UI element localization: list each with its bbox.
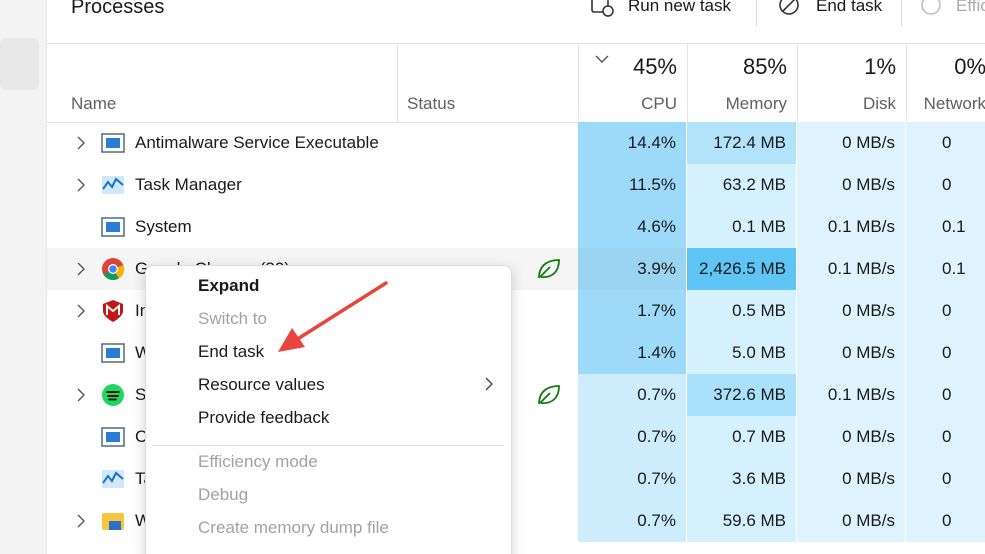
- column-label[interactable]: Memory: [725, 94, 787, 113]
- divider: [47, 43, 985, 44]
- process-name: Task Manager: [135, 175, 242, 194]
- context-menu: Expand Switch to End task Resource values Pr…: [145, 265, 512, 554]
- end-icon: [779, 0, 799, 15]
- column-total: 85%: [742, 54, 787, 79]
- sort-arrow: [595, 55, 609, 63]
- metric-cell: 14.4%: [578, 122, 687, 164]
- metric-cell: 0 Mbps: [906, 500, 985, 554]
- expand-chevron[interactable]: [76, 178, 86, 192]
- column-total: 45%: [632, 54, 677, 79]
- menu-separator: [152, 445, 504, 446]
- divider: [797, 44, 798, 122]
- column-label[interactable]: Network: [923, 94, 985, 113]
- metric-cell: 0.5 MB: [687, 290, 797, 332]
- metric-cell: 172.4 MB: [687, 122, 797, 164]
- status-header[interactable]: Status: [407, 94, 456, 113]
- process-name: C: [135, 427, 148, 446]
- metric-cell: 5.0 MB: [687, 332, 797, 374]
- app-icon: [101, 217, 125, 237]
- metric-cell: 0.1 MB: [687, 206, 797, 248]
- efficiency-mode: Efficiency mode: [956, 0, 985, 15]
- efficiency-leaf: [538, 259, 560, 279]
- column-total: 0%: [954, 54, 985, 79]
- divider: [901, 0, 902, 26]
- process-name: System: [135, 217, 192, 236]
- app-icon: [102, 258, 125, 281]
- process-name: Antimalware Service Executable: [135, 133, 379, 152]
- metric-cell: 0.7%: [578, 416, 687, 458]
- metric-cell: 0.1 MB/s: [797, 374, 906, 416]
- metric-cell: 1.4%: [578, 332, 687, 374]
- app-icon: [101, 427, 125, 447]
- divider: [47, 122, 985, 123]
- eco-icon: [921, 0, 941, 15]
- run-icon: [591, 0, 614, 17]
- metric-cell: 0 MB/s: [797, 122, 906, 164]
- column-label[interactable]: Disk: [862, 94, 896, 113]
- menu-item[interactable]: End task: [198, 342, 265, 361]
- metric-cell: 3.6 MB: [687, 458, 797, 500]
- expand-chevron[interactable]: [76, 136, 86, 150]
- menu-item[interactable]: Resource values: [198, 375, 325, 394]
- efficiency-leaf: [538, 385, 560, 405]
- metric-cell: 11.5%: [578, 164, 687, 206]
- expand-chevron[interactable]: [76, 262, 86, 276]
- metric-cell: 63.2 MB: [687, 164, 797, 206]
- metric-cell: 2,426.5 MB: [687, 248, 797, 290]
- metric-cell: 0.7 MB: [687, 416, 797, 458]
- metric-cell: 0.7%: [578, 374, 687, 416]
- end-task[interactable]: End task: [816, 0, 883, 15]
- metric-cell: 0.7%: [578, 458, 687, 500]
- divider: [756, 0, 757, 26]
- menu-item: Switch to: [198, 309, 267, 328]
- metric-cell: 3.9%: [578, 248, 687, 290]
- metric-cell: 0.7%: [578, 500, 687, 542]
- nav-selected[interactable]: [0, 38, 39, 90]
- divider: [578, 44, 579, 122]
- column-total: 1%: [864, 54, 896, 79]
- metric-cell: 0 MB/s: [797, 164, 906, 206]
- app-icon: [103, 300, 123, 322]
- submenu-chevron: [485, 377, 493, 391]
- metric-cell: 0 MB/s: [797, 458, 906, 500]
- menu-item[interactable]: Expand: [198, 276, 260, 295]
- metric-cell: 372.6 MB: [687, 374, 797, 416]
- menu-item: Create memory dump file: [198, 518, 389, 537]
- menu-item: Efficiency mode: [198, 452, 318, 471]
- expand-chevron[interactable]: [76, 304, 86, 318]
- app-icon: [101, 133, 125, 153]
- process-name: S: [135, 385, 147, 404]
- metric-cell: 59.6 MB: [687, 500, 797, 542]
- metric-cell: 1.7%: [578, 290, 687, 332]
- expand-chevron[interactable]: [76, 514, 86, 528]
- metric-cell: 0 MB/s: [797, 416, 906, 458]
- metric-cell: 0 MB/s: [797, 500, 906, 542]
- name-header[interactable]: Name: [71, 94, 117, 113]
- column-label[interactable]: CPU: [641, 94, 677, 113]
- expand-chevron[interactable]: [76, 388, 86, 402]
- process-panel: Processes Run new task End task Efficien…: [46, 0, 985, 554]
- metric-cell: 0.1 MB/s: [797, 206, 906, 248]
- app-icon: [102, 513, 124, 530]
- metric-cell: 0 MB/s: [797, 332, 906, 374]
- divider: [687, 44, 688, 122]
- metric-cell: 0.1 MB/s: [797, 248, 906, 290]
- metric-cell: 0 MB/s: [797, 290, 906, 332]
- metric-cell: 4.6%: [578, 206, 687, 248]
- run-new-task[interactable]: Run new task: [628, 0, 731, 15]
- divider: [906, 44, 907, 122]
- app-icon: [101, 343, 125, 363]
- app-icon: [102, 176, 124, 194]
- app-icon: [102, 470, 124, 488]
- page-title: Processes: [71, 0, 165, 18]
- app-icon: [102, 384, 124, 406]
- divider: [397, 44, 398, 122]
- menu-item: Debug: [198, 485, 249, 504]
- menu-item[interactable]: Provide feedback: [198, 408, 330, 427]
